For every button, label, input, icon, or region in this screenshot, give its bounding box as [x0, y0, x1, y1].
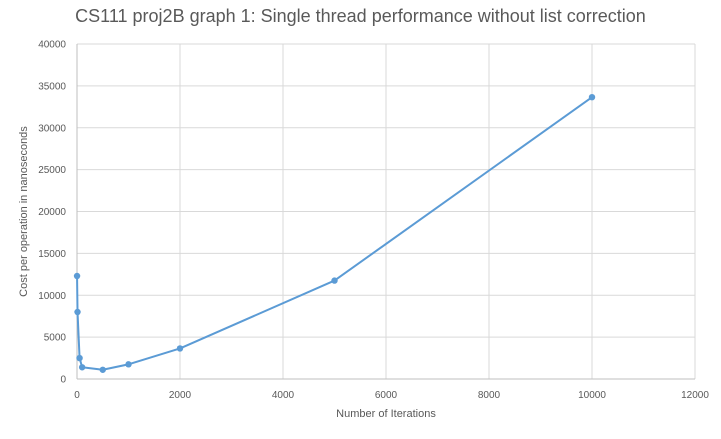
data-point — [99, 366, 106, 373]
y-axis-title: Cost per operation in nanoseconds — [18, 126, 30, 297]
data-point — [125, 361, 132, 368]
axes — [76, 44, 695, 380]
data-point — [76, 354, 83, 362]
x-tick-label: 12000 — [681, 390, 709, 401]
x-axis-title: Number of Iterations — [336, 408, 436, 420]
data-point — [74, 308, 81, 316]
series — [73, 93, 596, 373]
y-tick-label: 25000 — [38, 165, 66, 176]
tick-labels: 0500010000150002000025000300003500040000… — [38, 40, 709, 402]
data-point — [73, 272, 81, 280]
data-point — [176, 345, 184, 352]
x-tick-label: 8000 — [478, 390, 501, 401]
x-tick-label: 2000 — [169, 390, 192, 401]
y-tick-label: 20000 — [38, 207, 66, 218]
y-tick-label: 5000 — [44, 333, 67, 344]
y-tick-label: 40000 — [38, 40, 66, 51]
chart-title: CS111 proj2B graph 1: Single thread perf… — [75, 6, 646, 26]
y-tick-label: 10000 — [38, 291, 66, 302]
data-point — [78, 364, 86, 371]
series-line — [76, 96, 593, 371]
x-tick-label: 4000 — [272, 390, 295, 401]
y-tick-label: 35000 — [38, 81, 66, 92]
x-tick-label: 10000 — [578, 390, 606, 401]
y-tick-label: 30000 — [38, 123, 66, 134]
x-tick-label: 0 — [74, 390, 80, 401]
data-point — [331, 277, 338, 284]
data-point — [588, 93, 596, 101]
x-tick-label: 6000 — [375, 390, 398, 401]
y-tick-label: 0 — [60, 375, 66, 386]
grid — [77, 43, 696, 379]
y-tick-label: 15000 — [38, 249, 66, 260]
